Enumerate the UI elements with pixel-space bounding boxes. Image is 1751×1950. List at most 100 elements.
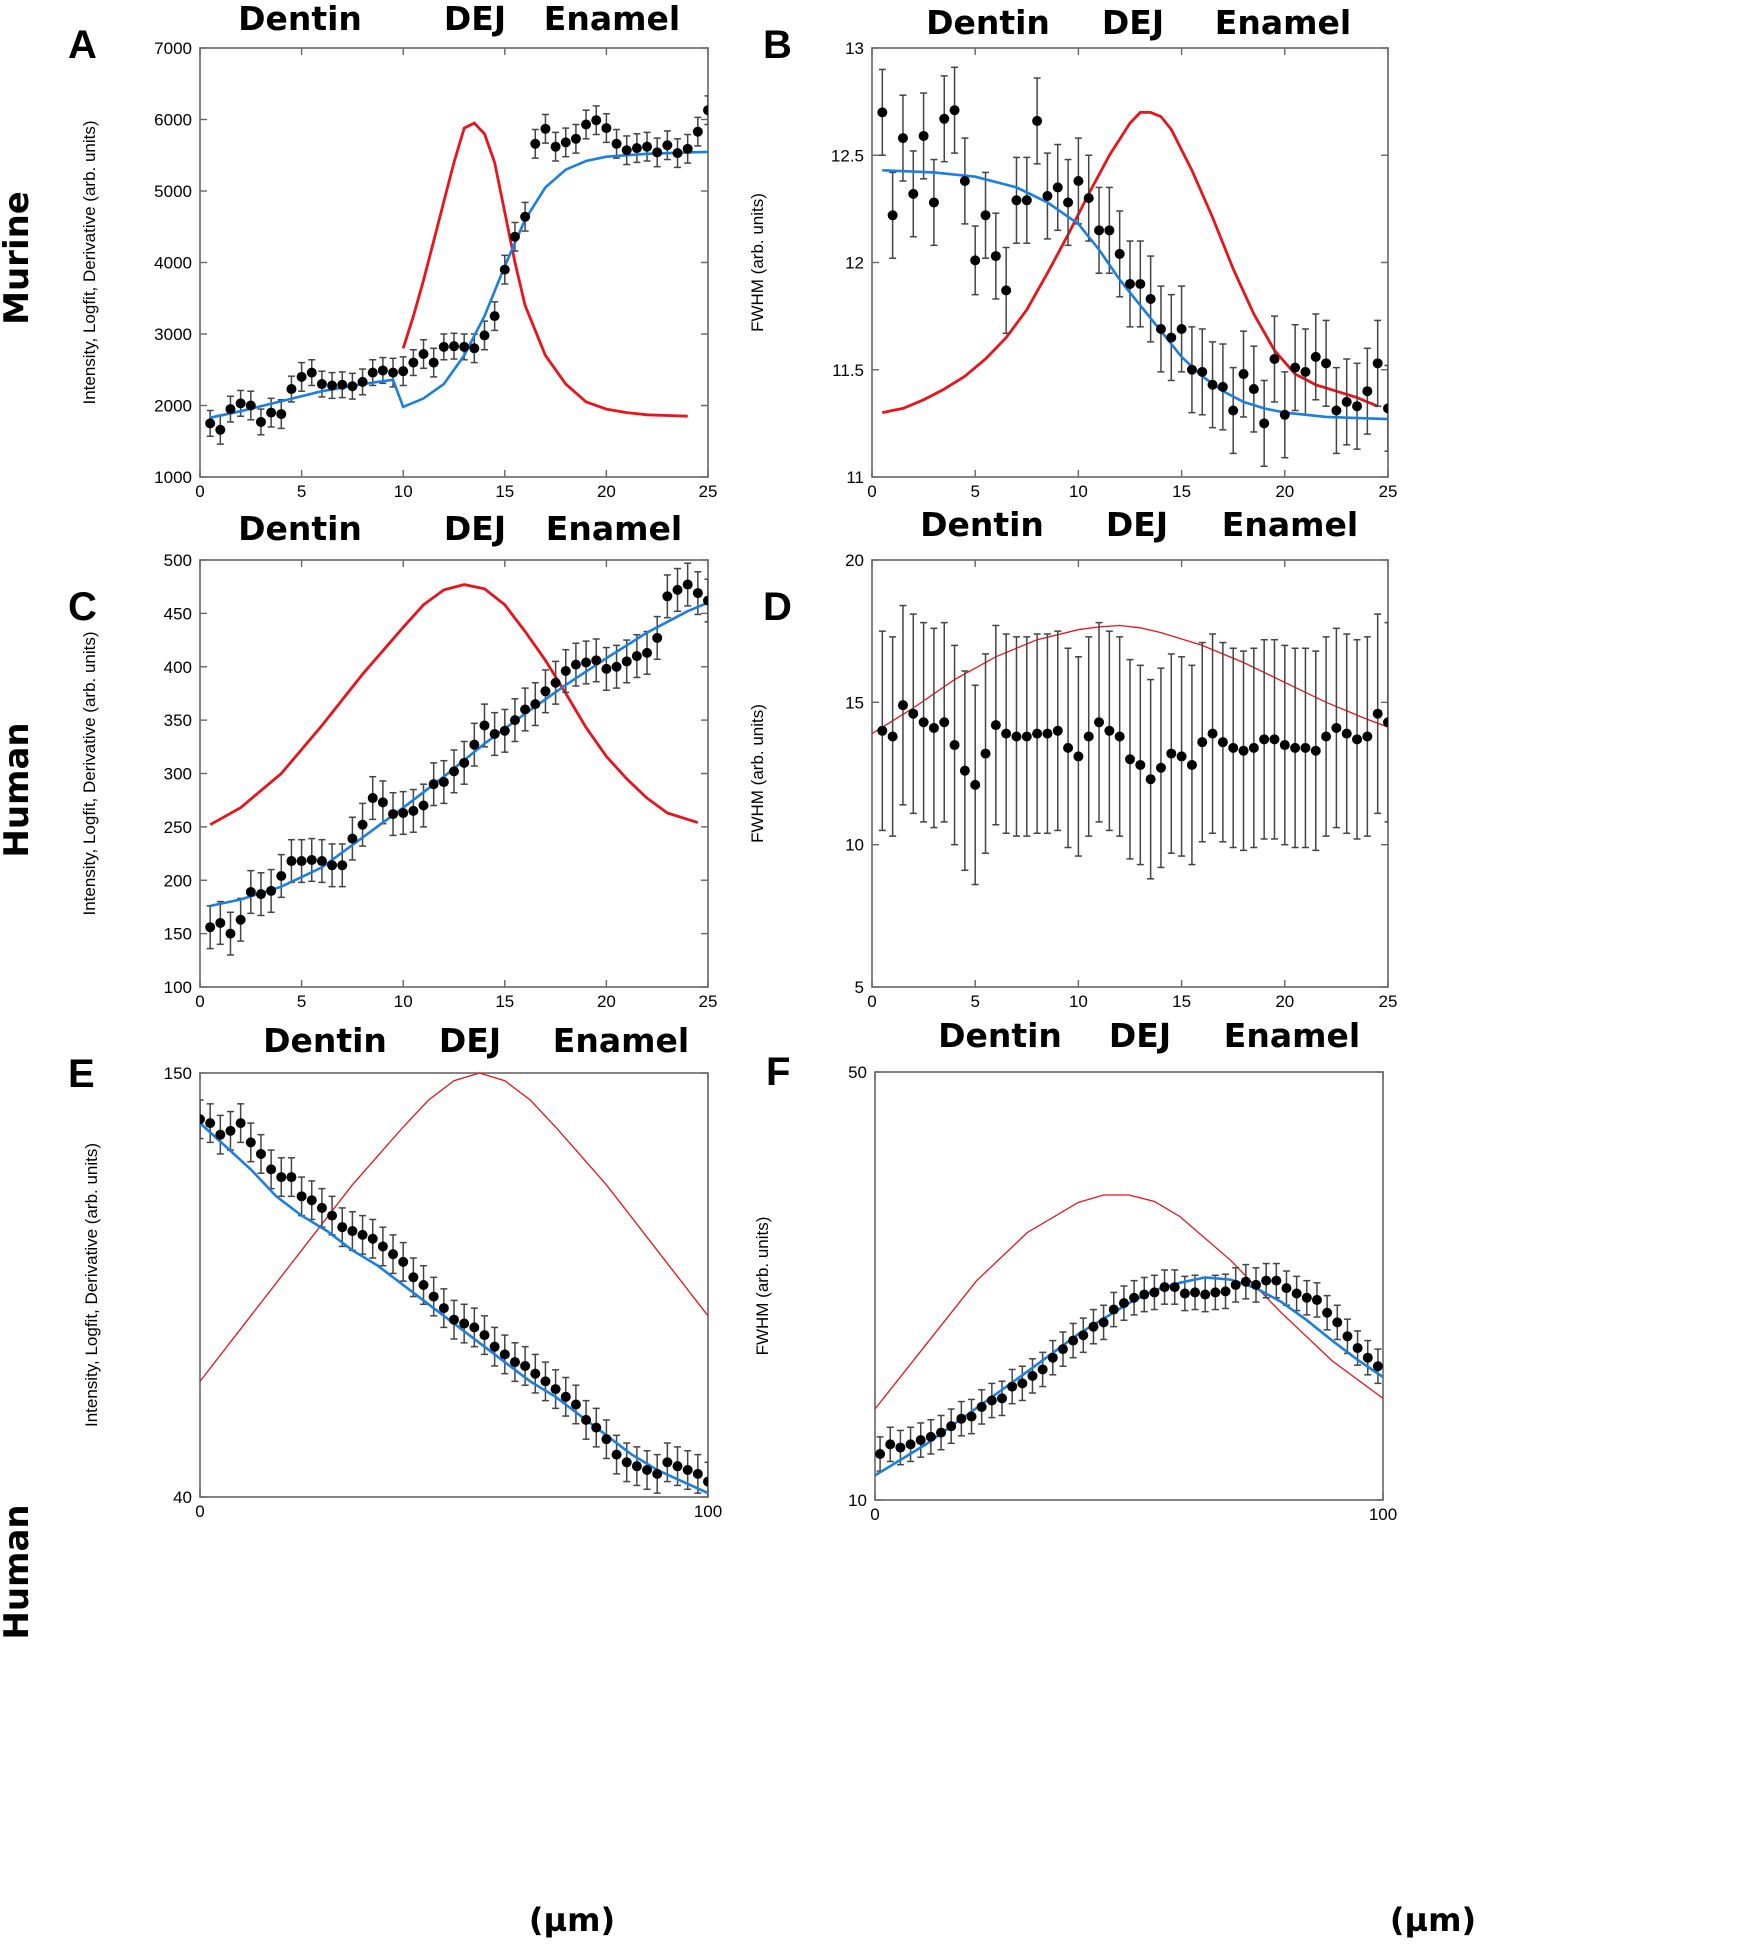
data-point-a-48 <box>692 126 703 137</box>
data-point-b-6 <box>939 113 950 124</box>
data-point-d-30 <box>1186 759 1197 770</box>
x-tick-label-c: 10 <box>394 992 413 1011</box>
data-point-f-54 <box>1424 1405 1434 1415</box>
data-point-d-1 <box>887 731 898 742</box>
chart-panel-a: A Dentin DEJ Enamel Intensity, Logfit, Deriv… <box>68 0 717 501</box>
data-point-f-24 <box>1118 1298 1129 1309</box>
panel-letter-b: B <box>763 23 792 67</box>
y-axis-title-e: Intensity, Logfit, Derivative (arb. unit… <box>82 1143 101 1427</box>
data-point-d-23 <box>1114 731 1125 742</box>
y-tick-label-c: 100 <box>164 978 192 997</box>
data-point-d-13 <box>1011 731 1022 742</box>
data-point-e-34 <box>540 1376 551 1387</box>
data-point-b-16 <box>1042 191 1053 202</box>
data-point-c-28 <box>489 729 500 740</box>
x-tick-label-a: 20 <box>597 482 616 501</box>
data-point-c-23 <box>438 777 449 788</box>
data-point-a-35 <box>560 137 571 148</box>
data-point-b-34 <box>1228 405 1239 416</box>
data-point-c-13 <box>337 860 348 871</box>
data-point-d-25 <box>1135 759 1146 770</box>
data-point-b-15 <box>1032 115 1043 126</box>
data-point-b-49 <box>1383 403 1388 414</box>
y-tick-label-e: 150 <box>164 1064 192 1083</box>
data-point-a-44 <box>652 147 663 158</box>
data-point-d-42 <box>1310 745 1321 756</box>
data-point-f-12 <box>997 1393 1007 1404</box>
data-point-a-1 <box>215 424 226 435</box>
plot-area-e <box>200 1073 733 1497</box>
row-label-human-2: Human <box>0 1504 37 1639</box>
data-point-c-6 <box>266 885 277 896</box>
data-point-f-0 <box>875 1448 886 1459</box>
data-point-e-43 <box>631 1461 642 1472</box>
y-tick-label-f: 10 <box>848 1491 867 1510</box>
y-tick-label-a: 6000 <box>154 111 192 130</box>
data-point-e-1 <box>205 1118 216 1129</box>
data-point-c-22 <box>428 779 439 790</box>
data-point-a-7 <box>276 409 287 420</box>
data-point-b-27 <box>1155 323 1166 334</box>
data-point-e-52 <box>723 1480 733 1490</box>
data-point-a-9 <box>296 371 307 382</box>
x-tick-label-d: 20 <box>1275 992 1294 1011</box>
x-tick-label-c: 5 <box>297 992 306 1011</box>
data-point-c-10 <box>306 854 317 865</box>
data-point-f-30 <box>1179 1288 1190 1299</box>
region-label-a-enamel: Enamel <box>544 0 680 38</box>
data-point-c-36 <box>570 659 581 670</box>
data-point-b-11 <box>990 251 1001 262</box>
data-point-f-2 <box>895 1442 906 1453</box>
data-point-c-45 <box>662 591 673 602</box>
series-fit-line-e <box>200 1122 708 1495</box>
data-point-f-8 <box>956 1413 967 1424</box>
data-point-d-29 <box>1176 751 1187 762</box>
plot-area-a <box>205 95 708 445</box>
x-tick-label-f: 100 <box>1369 1505 1397 1524</box>
data-point-a-47 <box>682 143 693 154</box>
data-point-f-37 <box>1251 1279 1261 1290</box>
x-unit-label-right: (µm) <box>1390 1901 1476 1939</box>
data-point-c-26 <box>469 739 480 750</box>
data-point-b-3 <box>908 188 919 199</box>
data-point-e-39 <box>591 1422 602 1433</box>
y-tick-label-b: 13 <box>845 39 864 58</box>
data-point-c-30 <box>509 715 520 726</box>
region-label-b-enamel: Enamel <box>1215 3 1351 42</box>
data-point-e-27 <box>469 1322 480 1333</box>
data-point-b-39 <box>1279 409 1290 420</box>
data-point-a-28 <box>489 311 500 322</box>
data-point-c-19 <box>398 807 409 818</box>
x-tick-label-e: 100 <box>694 1502 722 1521</box>
data-point-a-23 <box>438 341 449 352</box>
y-tick-label-a: 7000 <box>154 39 192 58</box>
data-point-f-40 <box>1281 1283 1292 1294</box>
data-point-c-7 <box>276 870 287 881</box>
data-point-d-31 <box>1197 737 1208 748</box>
data-point-c-2 <box>225 928 236 939</box>
y-tick-label-c: 150 <box>164 925 192 944</box>
region-label-c-dentin: Dentin <box>238 509 362 548</box>
data-point-b-26 <box>1145 293 1156 304</box>
data-point-c-43 <box>642 647 653 658</box>
data-point-e-23 <box>428 1291 439 1302</box>
data-point-e-6 <box>255 1148 266 1159</box>
data-point-a-32 <box>530 138 541 149</box>
y-tick-label-d: 10 <box>845 836 864 855</box>
data-point-a-14 <box>347 381 358 392</box>
data-point-c-40 <box>611 661 622 672</box>
y-tick-label-a: 1000 <box>154 468 192 487</box>
data-point-e-37 <box>570 1399 581 1410</box>
data-point-e-10 <box>296 1191 307 1202</box>
x-tick-label-a: 5 <box>297 482 306 501</box>
data-point-c-48 <box>692 588 703 599</box>
data-point-f-10 <box>976 1401 987 1412</box>
data-point-e-11 <box>306 1195 317 1206</box>
data-point-f-29 <box>1169 1282 1180 1293</box>
data-point-b-23 <box>1114 248 1125 259</box>
data-point-c-38 <box>591 655 602 666</box>
y-tick-label-a: 2000 <box>154 397 192 416</box>
data-point-a-12 <box>327 380 338 391</box>
data-point-a-31 <box>520 211 531 222</box>
data-point-a-33 <box>540 123 551 134</box>
